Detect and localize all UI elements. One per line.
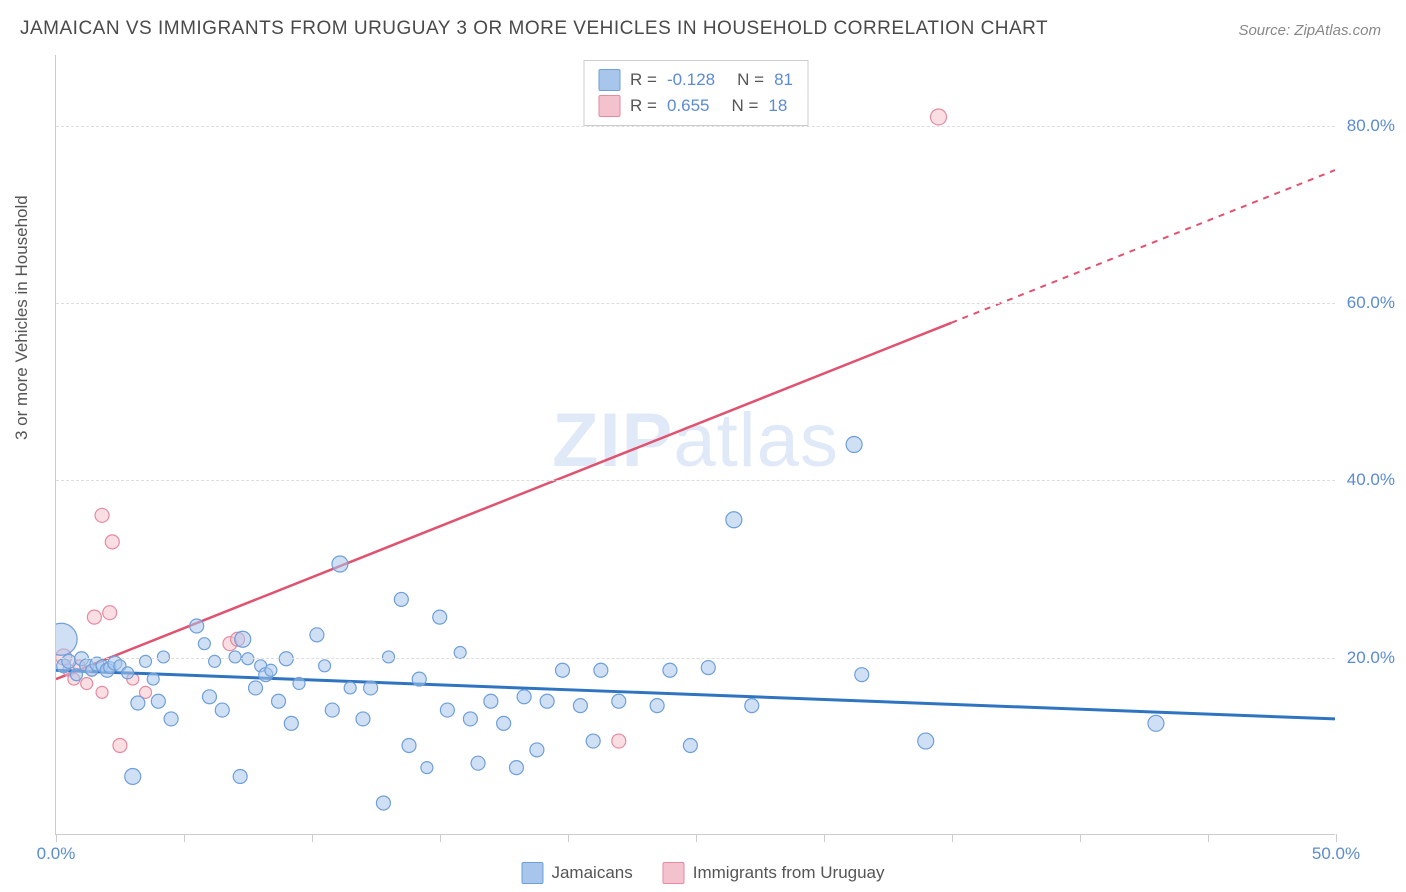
stats-swatch-jamaicans <box>598 69 620 91</box>
stats-row-jamaicans: R = -0.128 N = 81 <box>598 67 793 93</box>
stats-swatch-uruguay <box>598 95 620 117</box>
stats-r-label: R = <box>630 70 657 90</box>
legend-swatch-uruguay <box>663 862 685 884</box>
stats-row-uruguay: R = 0.655 N = 18 <box>598 93 793 119</box>
legend-item-uruguay: Immigrants from Uruguay <box>663 862 885 884</box>
legend-label-jamaicans: Jamaicans <box>551 863 632 883</box>
stats-n-label: N = <box>737 70 764 90</box>
plot-area: ZIPatlas R = -0.128 N = 81 R = 0.655 N =… <box>55 55 1335 835</box>
source-attribution: Source: ZipAtlas.com <box>1238 22 1381 39</box>
stats-n-value-jamaicans: 81 <box>774 70 793 90</box>
stats-n-label2: N = <box>731 96 758 116</box>
chart-container: JAMAICAN VS IMMIGRANTS FROM URUGUAY 3 OR… <box>0 0 1406 892</box>
scatter-svg <box>56 55 1335 834</box>
chart-title: JAMAICAN VS IMMIGRANTS FROM URUGUAY 3 OR… <box>20 18 1048 40</box>
y-axis-label: 3 or more Vehicles in Household <box>12 195 32 440</box>
stats-r-value-uruguay: 0.655 <box>667 96 710 116</box>
bottom-legend: Jamaicans Immigrants from Uruguay <box>521 862 884 884</box>
x-tick-label: 50.0% <box>1312 844 1360 864</box>
stats-n-value-uruguay: 18 <box>768 96 787 116</box>
stats-r-label2: R = <box>630 96 657 116</box>
stats-legend-box: R = -0.128 N = 81 R = 0.655 N = 18 <box>583 60 808 126</box>
y-tick-label: 80.0% <box>1347 116 1395 136</box>
y-tick-label: 40.0% <box>1347 470 1395 490</box>
legend-item-jamaicans: Jamaicans <box>521 862 632 884</box>
x-tick-label: 0.0% <box>37 844 76 864</box>
legend-swatch-jamaicans <box>521 862 543 884</box>
legend-label-uruguay: Immigrants from Uruguay <box>693 863 885 883</box>
y-tick-label: 20.0% <box>1347 648 1395 668</box>
y-tick-label: 60.0% <box>1347 293 1395 313</box>
stats-r-value-jamaicans: -0.128 <box>667 70 715 90</box>
